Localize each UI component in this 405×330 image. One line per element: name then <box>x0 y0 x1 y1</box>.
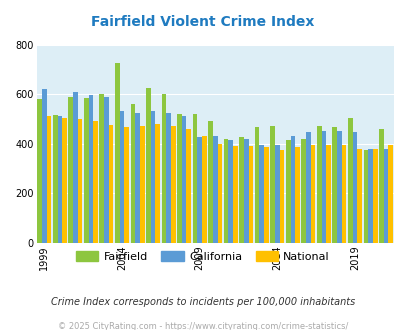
Text: Crime Index corresponds to incidents per 100,000 inhabitants: Crime Index corresponds to incidents per… <box>51 297 354 307</box>
Bar <box>62 117 67 243</box>
Text: Fairfield Violent Crime Index: Fairfield Violent Crime Index <box>91 15 314 29</box>
Bar <box>367 148 372 243</box>
Bar <box>356 148 361 243</box>
Bar <box>310 145 315 243</box>
Bar <box>68 96 73 243</box>
Bar <box>383 148 388 243</box>
Bar <box>336 131 341 243</box>
Bar <box>279 150 283 243</box>
Bar <box>130 104 135 243</box>
Bar <box>177 114 181 243</box>
Bar <box>290 136 294 243</box>
Bar <box>99 94 104 243</box>
Bar <box>47 116 51 243</box>
Bar <box>362 150 367 243</box>
Bar <box>372 148 377 243</box>
Bar <box>378 129 383 243</box>
Bar <box>248 146 253 243</box>
Bar <box>53 115 58 243</box>
Bar <box>77 119 82 243</box>
Bar <box>181 116 186 243</box>
Bar <box>104 96 109 243</box>
Bar <box>84 98 88 243</box>
Bar <box>192 114 197 243</box>
Bar <box>197 137 201 243</box>
Bar <box>186 129 191 243</box>
Bar <box>171 126 175 243</box>
Bar <box>119 112 124 243</box>
Bar <box>166 113 171 243</box>
Bar <box>42 89 47 243</box>
Bar <box>326 145 330 243</box>
Text: © 2025 CityRating.com - https://www.cityrating.com/crime-statistics/: © 2025 CityRating.com - https://www.city… <box>58 322 347 330</box>
Bar <box>388 145 392 243</box>
Bar <box>259 145 264 243</box>
Bar <box>232 146 237 243</box>
Bar <box>146 88 150 243</box>
Bar <box>239 137 243 243</box>
Bar <box>352 132 356 243</box>
Bar <box>270 126 274 243</box>
Bar <box>115 63 119 243</box>
Bar <box>217 144 222 243</box>
Bar <box>212 136 217 243</box>
Bar <box>201 136 206 243</box>
Bar <box>347 117 352 243</box>
Bar <box>332 127 336 243</box>
Bar <box>124 127 129 243</box>
Bar <box>139 126 144 243</box>
Bar <box>208 121 212 243</box>
Bar <box>294 147 299 243</box>
Bar <box>109 125 113 243</box>
Bar <box>341 145 345 243</box>
Bar <box>243 139 248 243</box>
Bar <box>274 145 279 243</box>
Bar <box>93 121 98 243</box>
Bar <box>228 140 232 243</box>
Bar <box>321 131 326 243</box>
Bar <box>254 127 259 243</box>
Bar <box>37 99 42 243</box>
Bar <box>88 95 93 243</box>
Bar <box>301 139 305 243</box>
Bar <box>155 124 160 243</box>
Bar <box>161 94 166 243</box>
Bar <box>264 147 268 243</box>
Bar <box>73 91 77 243</box>
Legend: Fairfield, California, National: Fairfield, California, National <box>71 247 334 267</box>
Bar <box>150 112 155 243</box>
Bar <box>285 140 290 243</box>
Bar <box>135 113 139 243</box>
Bar <box>305 132 310 243</box>
Bar <box>58 116 62 243</box>
Bar <box>316 126 321 243</box>
Bar <box>223 139 228 243</box>
